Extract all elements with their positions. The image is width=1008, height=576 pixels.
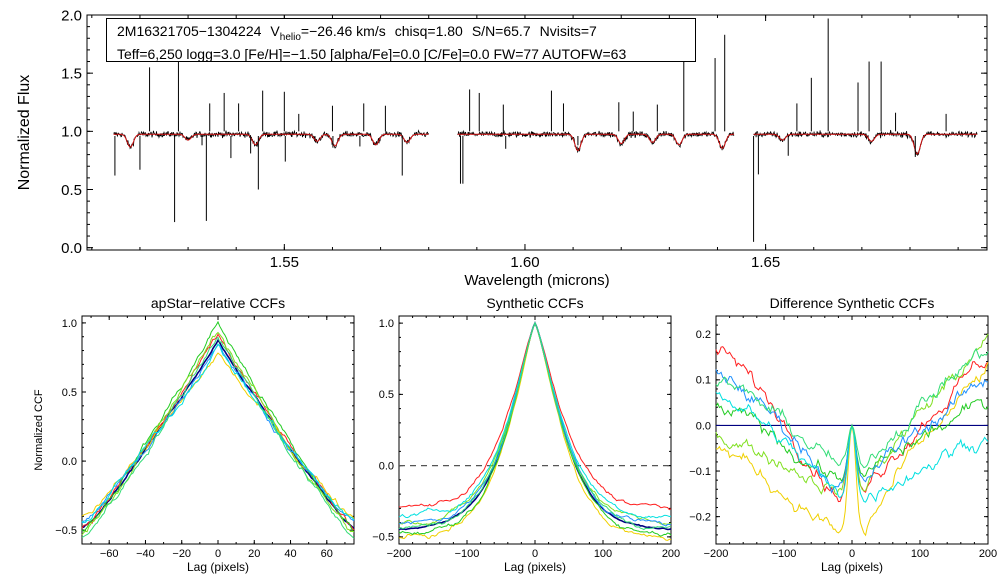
- synthetic_ccf-series-line: [398, 321, 672, 531]
- v-helio-value: =−26.46 km/s: [300, 23, 386, 39]
- synthetic_ccf-xlabel: Lag (pixels): [504, 560, 566, 574]
- difference_ccf-ytick-label: 0.2: [696, 329, 711, 341]
- synthetic_ccf-xtick-label: −100: [455, 548, 480, 560]
- apstar_ccf-title: apStar−relative CCFs: [151, 295, 285, 311]
- spectrum-ytick-label: 1.0: [61, 124, 82, 141]
- difference_ccf-xtick-label: 200: [979, 548, 997, 560]
- signal-to-noise: S/N=65.7: [471, 23, 531, 39]
- synthetic_ccf-ytick-label: 0.0: [379, 460, 394, 472]
- synthetic_ccf-ytick-label: 0.5: [379, 389, 394, 401]
- apstar_ccf-ytick-label: 1.0: [62, 318, 77, 330]
- apstar_ccf-series-line: [81, 320, 355, 533]
- synthetic_ccf-series-line: [398, 321, 672, 531]
- apstar_ccf-xtick-label: 60: [321, 548, 333, 560]
- synthetic_ccf-frame: [398, 315, 672, 545]
- nvisits: Nvisits=7: [539, 23, 597, 39]
- apstar_ccf-series-line: [81, 344, 355, 524]
- synthetic_ccf-ytick-label: −0.5: [372, 532, 394, 544]
- spectrum-xtick-label: 1.60: [510, 254, 539, 271]
- apstar_ccf-xlabel: Lag (pixels): [187, 560, 249, 574]
- apstar_ccf-xtick-label: −40: [136, 548, 155, 560]
- spectrum-ytick-label: 0.0: [61, 240, 82, 257]
- apstar_ccf-series-line: [81, 331, 355, 536]
- difference_ccf-xtick-label: −200: [704, 548, 729, 560]
- apstar_ccf-series-line: [81, 338, 355, 530]
- difference_ccf-ytick-label: −0.1: [689, 466, 711, 478]
- apstar_ccf-frame: [81, 315, 355, 545]
- spectrum-xtick-label: 1.55: [270, 254, 299, 271]
- apstar_ccf-series-line: [81, 333, 355, 531]
- apstar_ccf-xtick-label: −20: [172, 548, 191, 560]
- spectrum-info-box: 2M16321705−1304224 Vhelio=−26.46 km/s chis…: [106, 18, 696, 62]
- apstar_ccf-ytick-label: 0.5: [62, 387, 77, 399]
- apstar_ccf-ytick-label: −0.5: [55, 525, 77, 537]
- apstar_ccf-ytick-label: 0.0: [62, 456, 77, 468]
- difference_ccf-frame: [715, 315, 989, 545]
- apstar_ccf-xtick-label: 20: [248, 548, 260, 560]
- spectrum-observed-segment: [113, 129, 429, 150]
- apstar_ccf-xtick-label: 40: [284, 548, 296, 560]
- difference_ccf-ytick-label: −0.2: [689, 511, 711, 523]
- synthetic_ccf-series-line: [398, 321, 672, 527]
- synthetic_ccf-series-line: [398, 321, 672, 526]
- apstar_ccf-xtick-label: 0: [215, 548, 221, 560]
- spectrum-model-segment: [113, 133, 429, 148]
- chisq: chisq=1.80: [394, 23, 463, 39]
- apstar_ccf-series-line: [81, 336, 355, 539]
- spectrum-ylabel: Normalized Flux: [16, 75, 33, 191]
- synthetic_ccf-series-line: [398, 321, 672, 511]
- difference_ccf-series-line: [715, 333, 989, 496]
- difference_ccf-xtick-label: 100: [911, 548, 929, 560]
- star-id: 2M16321705−1304224: [117, 23, 262, 39]
- difference_ccf-xtick-label: 0: [849, 548, 855, 560]
- synthetic_ccf-title: Synthetic CCFs: [486, 295, 583, 311]
- difference_ccf-xlabel: Lag (pixels): [821, 560, 883, 574]
- synthetic_ccf-xtick-label: 0: [532, 548, 538, 560]
- apstar_ccf-ylabel: Normalized CCF: [33, 389, 45, 471]
- spectrum-ytick-label: 0.5: [61, 182, 82, 199]
- spectrum-model-segment: [753, 133, 978, 155]
- info-line-1: 2M16321705−1304224 Vhelio=−26.46 km/s chis…: [117, 23, 685, 46]
- synthetic_ccf-xtick-label: 200: [662, 548, 680, 560]
- difference_ccf-title: Difference Synthetic CCFs: [770, 295, 935, 311]
- apstar_ccf-series-line: [81, 343, 355, 524]
- spectrum-ytick-label: 2.0: [61, 7, 82, 24]
- spectrum-frame: [86, 14, 988, 251]
- difference_ccf-xtick-label: −100: [772, 548, 797, 560]
- synthetic_ccf-xtick-label: 100: [594, 548, 612, 560]
- v-helio-label: V: [270, 23, 280, 39]
- spectrum-xlabel: Wavelength (microns): [464, 272, 609, 289]
- apstar_ccf-xtick-label: −60: [100, 548, 119, 560]
- info-line-2: Teff=6,250 logg=3.0 [Fe/H]=−1.50 [alpha/…: [117, 45, 627, 62]
- difference_ccf-ytick-label: 0.0: [696, 420, 711, 432]
- spectrum-ytick-label: 1.5: [61, 65, 82, 82]
- synthetic_ccf-ytick-label: 1.0: [379, 318, 394, 330]
- synthetic_ccf-xtick-label: −200: [387, 548, 412, 560]
- synthetic_ccf-series-line: [398, 321, 672, 519]
- difference_ccf-series-line: [715, 347, 989, 469]
- synthetic_ccf-series-line: [398, 321, 672, 541]
- spectrum-xtick-label: 1.65: [751, 254, 780, 271]
- difference_ccf-ytick-label: 0.1: [696, 375, 711, 387]
- v-helio-subscript: helio: [279, 31, 301, 43]
- spectrum-model-segment: [457, 133, 735, 152]
- apstar_ccf-series-line: [81, 352, 355, 519]
